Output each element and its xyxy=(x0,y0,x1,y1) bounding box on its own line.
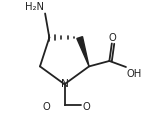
Polygon shape xyxy=(77,37,89,67)
Text: O: O xyxy=(109,33,116,42)
Text: O: O xyxy=(42,101,50,111)
Text: OH: OH xyxy=(127,68,142,78)
Text: O: O xyxy=(82,101,90,111)
Text: N: N xyxy=(61,78,68,88)
Text: H₂N: H₂N xyxy=(25,2,44,12)
